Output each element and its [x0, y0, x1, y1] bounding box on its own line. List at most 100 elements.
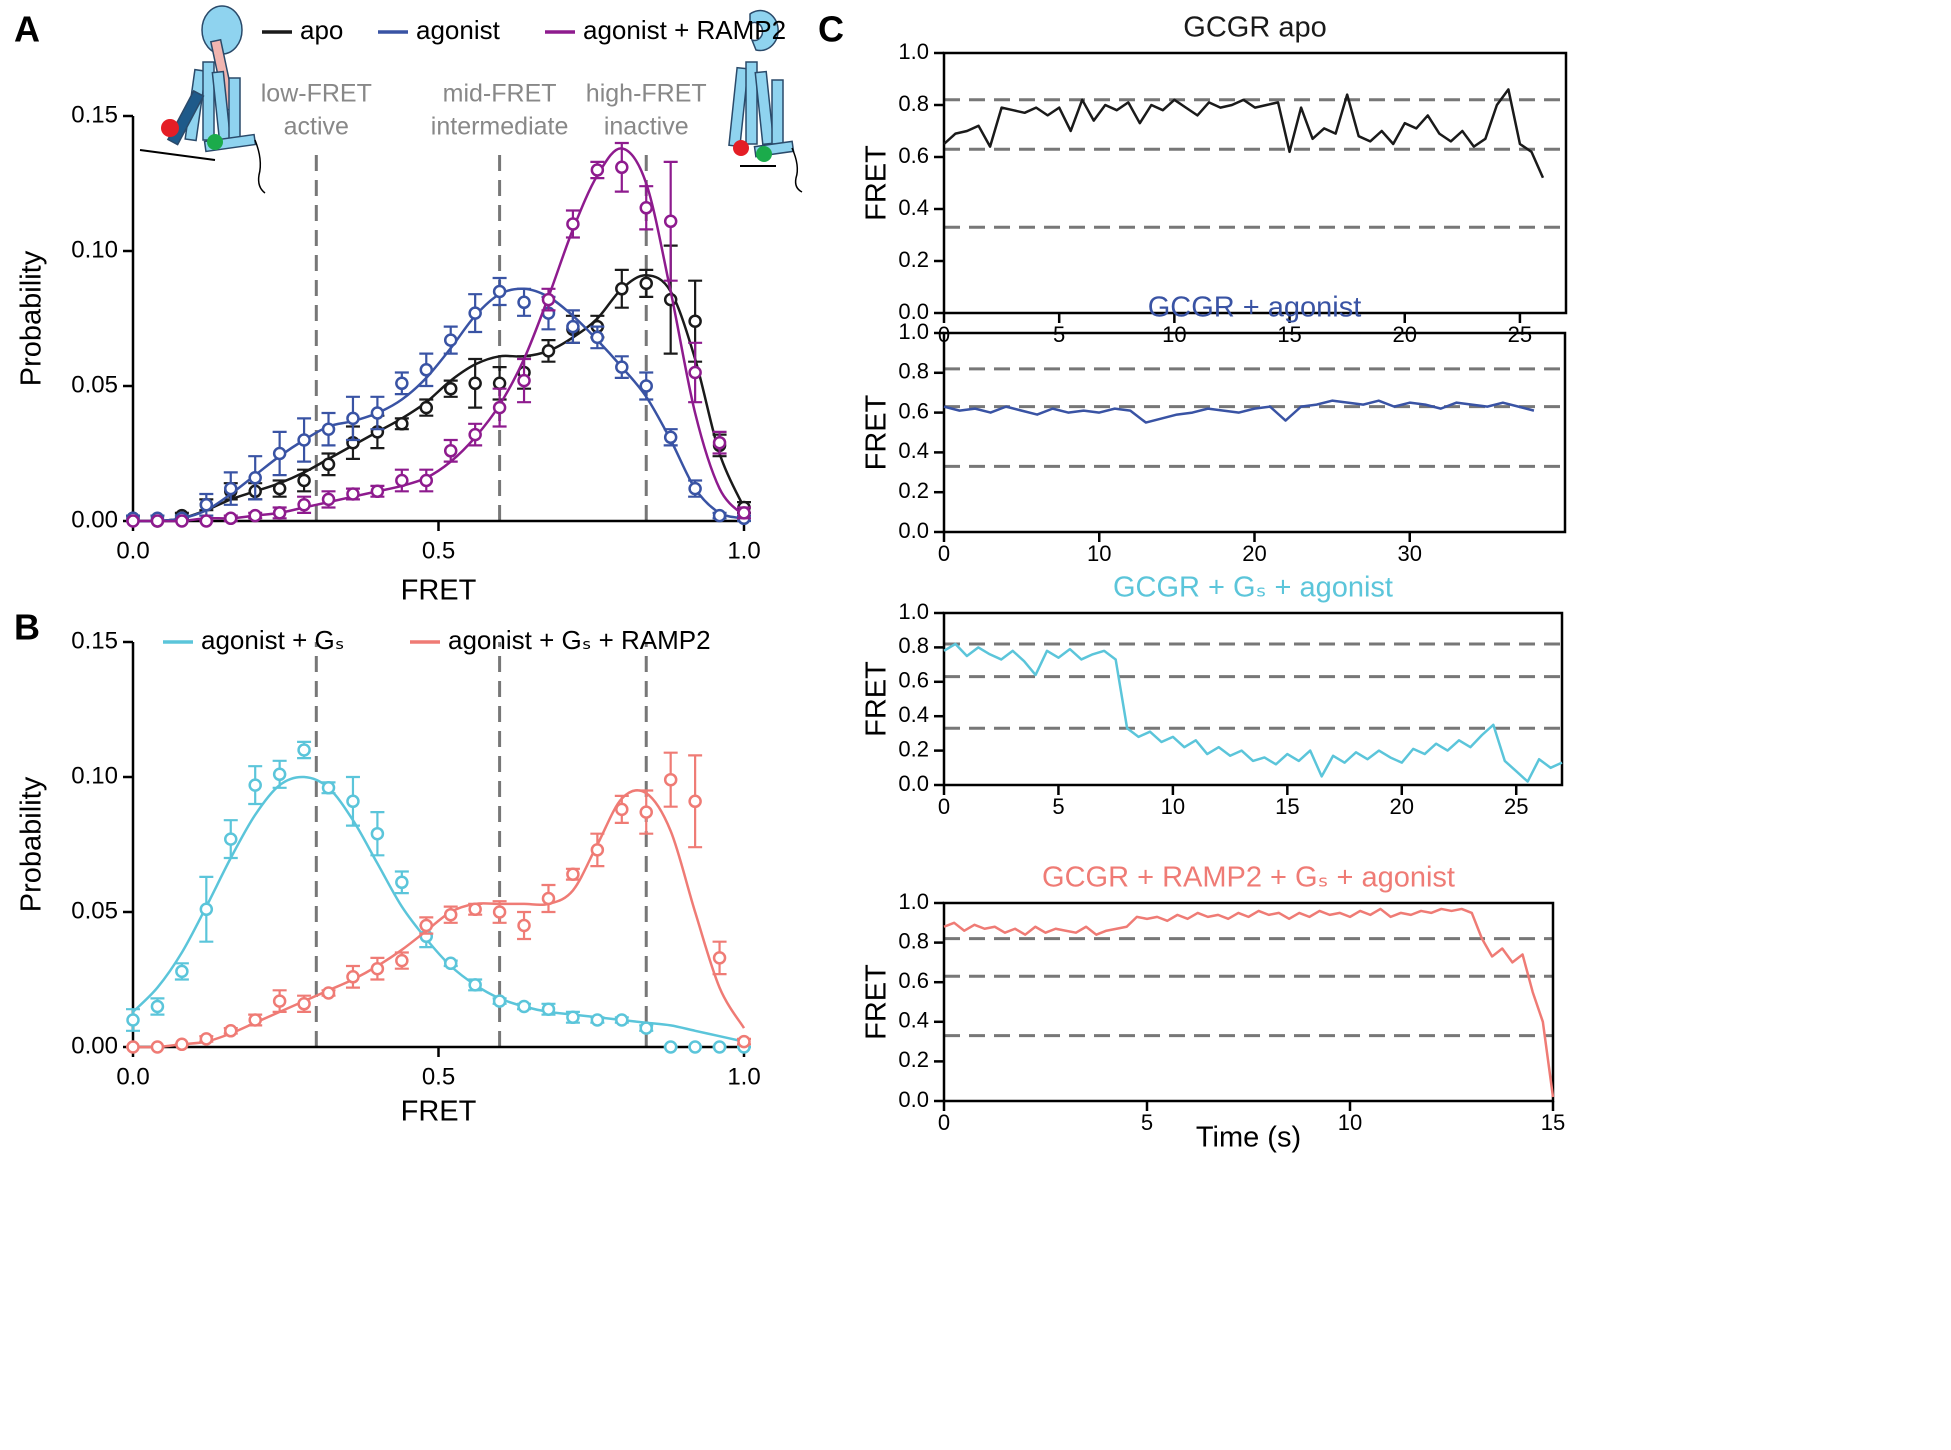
data-point [224, 1024, 238, 1038]
legend-label: agonist + Gₛ + RAMP2 [448, 625, 711, 655]
y-axis-label: Probability [16, 776, 48, 912]
data-point [175, 964, 189, 979]
y-axis-label: FRET [861, 394, 893, 470]
x-tick-label: 15 [1275, 794, 1299, 819]
data-point [615, 360, 629, 374]
data-point [492, 994, 507, 1008]
x-tick-label: 25 [1508, 322, 1532, 347]
data-point [737, 1034, 751, 1049]
cartoon-helix [228, 77, 241, 141]
data-point [443, 907, 458, 922]
data-point [346, 411, 360, 426]
y-tick-label: 0.6 [898, 143, 929, 168]
data-point [272, 767, 287, 782]
cartoon-helix [745, 61, 758, 145]
x-tick-label: 0.0 [116, 537, 149, 564]
data-point [370, 484, 385, 499]
data-point [248, 508, 262, 523]
cartoon-inactive [728, 9, 803, 193]
data-point [663, 430, 678, 445]
data-point [492, 376, 507, 391]
x-tick-label: 5 [1052, 794, 1064, 819]
data-point [199, 498, 214, 512]
data-point [541, 344, 556, 358]
data-point [443, 956, 458, 971]
state-label: mid-FRET [443, 80, 557, 108]
x-axis-label: Time (s) [1196, 1122, 1301, 1154]
data-point [297, 498, 311, 512]
data-point [663, 1040, 678, 1054]
y-tick-label: 0.8 [898, 633, 929, 658]
data-point [712, 1040, 727, 1054]
x-tick-label: 10 [1162, 322, 1186, 347]
cartoon-active [139, 5, 266, 194]
x-tick-label: 15 [1541, 1110, 1565, 1135]
data-point [419, 363, 434, 377]
x-tick-label: 15 [1277, 322, 1301, 347]
data-point [590, 163, 605, 177]
x-axis-label: FRET [401, 1096, 477, 1128]
cartoon-ecd [749, 9, 779, 52]
cartoon-helix [754, 70, 775, 146]
data-point [150, 514, 165, 528]
data-point [395, 875, 409, 890]
cartoon-tail [791, 147, 803, 193]
y-tick-label: 0.6 [898, 398, 929, 423]
state-label: intermediate [431, 113, 569, 141]
y-tick-label: 0.2 [898, 247, 929, 272]
trace [943, 642, 1563, 783]
chart-title: GCGR + Gₛ + agonist [1113, 572, 1393, 604]
data-point [321, 492, 336, 507]
cartoon-acceptor [756, 146, 772, 162]
data-point [199, 514, 214, 528]
data-point [639, 379, 653, 393]
data-point [639, 1021, 653, 1035]
data-point [126, 1040, 140, 1054]
y-tick-label: 0.0 [898, 1087, 929, 1112]
data-point [541, 1002, 556, 1016]
data-point [712, 435, 727, 450]
x-tick-label: 1.0 [727, 537, 760, 564]
y-tick-label: 0.2 [898, 736, 929, 761]
data-point [395, 376, 409, 391]
data-point [492, 400, 507, 415]
data-point [566, 1010, 580, 1025]
data-point [517, 295, 531, 310]
data-point [370, 961, 385, 976]
panel-label: B [14, 607, 40, 648]
y-tick-label: 0.0 [898, 771, 929, 796]
data-point [297, 997, 311, 1011]
cartoon-donor [161, 119, 179, 137]
data-point [126, 1013, 140, 1027]
data-point [272, 446, 287, 461]
y-tick-label: 0.00 [71, 506, 118, 533]
data-point [150, 1040, 165, 1054]
y-tick-label: 0.00 [71, 1032, 118, 1059]
data-point [248, 471, 262, 485]
data-point [517, 999, 531, 1014]
data-point [126, 514, 140, 528]
data-point [590, 1013, 605, 1027]
x-tick-label: 0 [938, 1110, 950, 1135]
y-tick-label: 0.0 [898, 518, 929, 543]
data-point [468, 427, 482, 442]
data-point [272, 481, 287, 496]
state-label: active [284, 113, 349, 141]
data-point [639, 201, 653, 215]
panel-label: C [818, 9, 844, 50]
cartoon-distance [139, 149, 216, 161]
y-axis-label: Probability [16, 250, 48, 386]
data-point [541, 891, 556, 906]
y-tick-label: 0.4 [898, 1008, 929, 1033]
x-tick-label: 30 [1398, 541, 1422, 566]
data-point [150, 999, 165, 1014]
data-point [175, 1037, 189, 1052]
plot-frame [942, 611, 1564, 787]
y-tick-label: 0.2 [898, 478, 929, 503]
chart-title: GCGR + RAMP2 + Gₛ + agonist [1042, 862, 1455, 894]
y-tick-label: 1.0 [898, 39, 929, 64]
data-point [321, 986, 336, 1000]
data-point [419, 918, 434, 933]
data-point [346, 970, 360, 984]
